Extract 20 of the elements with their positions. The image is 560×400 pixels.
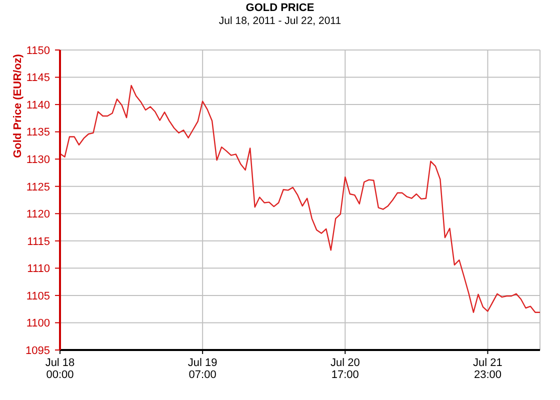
y-axis-title: Gold Price (EUR/oz)	[12, 54, 24, 158]
x-tick-label: Jul 21 23:00	[473, 357, 502, 381]
y-tick-label: 1095	[26, 344, 50, 357]
y-tick-label: 1140	[26, 99, 50, 112]
chart-subtitle: Jul 18, 2011 - Jul 22, 2011	[218, 14, 342, 28]
y-tick-label: 1135	[26, 126, 50, 139]
y-tick-label: 1145	[26, 72, 50, 84]
y-tick-label: 1120	[26, 208, 50, 221]
x-tick-label: Jul 20 17:00	[330, 357, 360, 381]
y-tick-label: 1105	[26, 290, 50, 302]
y-tick-label: 1110	[27, 263, 50, 276]
x-tick-label: Jul 18 00:00	[45, 357, 75, 381]
y-tick-label: 1115	[27, 236, 50, 248]
line-series	[59, 84, 541, 313]
y-tick-label: 1100	[26, 318, 50, 330]
y-tick-label: 1125	[26, 181, 50, 194]
x-tick-label: Jul 19 07:00	[188, 357, 218, 381]
y-tick-label: 1130	[26, 154, 50, 166]
y-tick-label: 1150	[26, 44, 50, 57]
chart-title: GOLD PRICE	[244, 1, 316, 15]
